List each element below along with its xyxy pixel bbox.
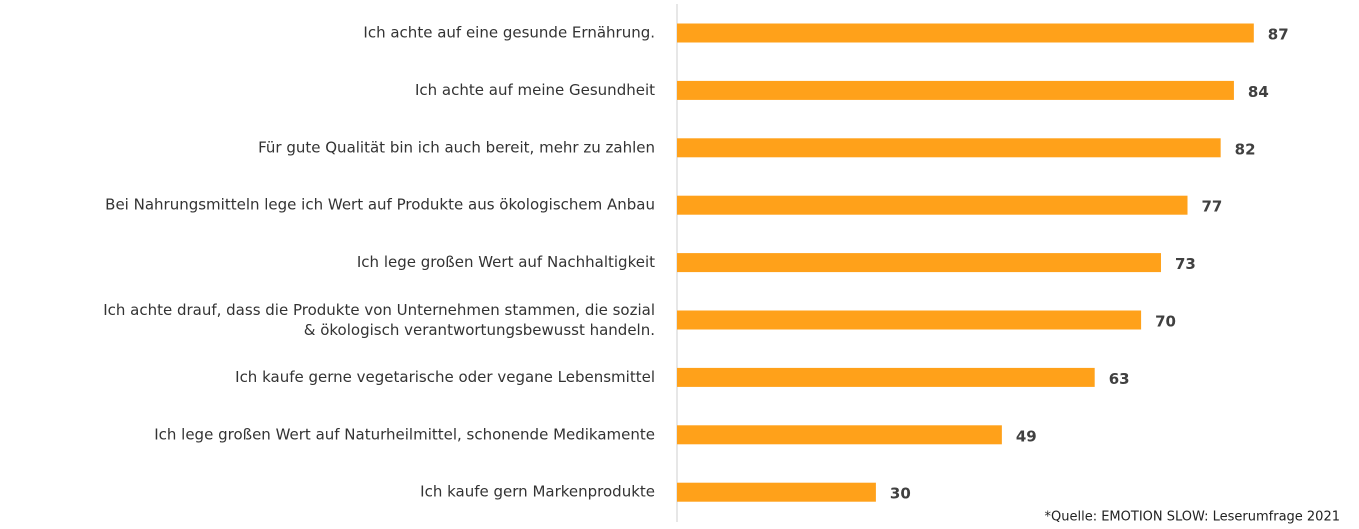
category-label: Ich kaufe gern Markenprodukte xyxy=(420,483,655,501)
value-label: 49 xyxy=(1016,427,1037,445)
bar xyxy=(677,425,1002,445)
category-label: Ich lege großen Wert auf Nachhaltigkeit xyxy=(357,253,655,271)
category-label: Ich kaufe gerne vegetarische oder vegane… xyxy=(235,368,655,386)
value-label: 73 xyxy=(1175,255,1196,273)
bar xyxy=(677,310,1142,330)
bar xyxy=(677,367,1095,387)
bar xyxy=(677,482,876,502)
bar xyxy=(677,253,1161,273)
bar xyxy=(677,138,1221,158)
category-label: Bei Nahrungsmitteln lege ich Wert auf Pr… xyxy=(105,196,655,214)
category-label: Ich achte drauf, dass die Produkte von U… xyxy=(103,301,655,339)
bar xyxy=(677,80,1234,100)
value-label: 84 xyxy=(1248,83,1269,101)
category-label: Ich achte auf eine gesunde Ernährung. xyxy=(363,24,655,42)
category-label: Ich lege großen Wert auf Naturheilmittel… xyxy=(154,425,655,443)
value-label: 30 xyxy=(890,485,911,503)
bar xyxy=(677,195,1188,215)
value-label: 63 xyxy=(1109,370,1130,388)
value-label: 82 xyxy=(1235,140,1256,158)
category-label: Für gute Qualität bin ich auch bereit, m… xyxy=(258,138,655,156)
bar xyxy=(677,23,1254,43)
value-label: 87 xyxy=(1268,26,1289,44)
value-label: 70 xyxy=(1155,313,1176,331)
category-label: Ich achte auf meine Gesundheit xyxy=(415,81,655,99)
value-label: 77 xyxy=(1202,198,1223,216)
source-note: *Quelle: EMOTION SLOW: Leserumfrage 2021 xyxy=(1045,510,1340,525)
